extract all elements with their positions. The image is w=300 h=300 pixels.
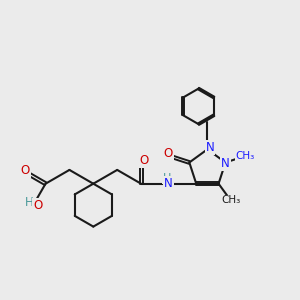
Text: H: H	[163, 173, 171, 183]
Text: CH₃: CH₃	[236, 151, 255, 161]
Text: N: N	[164, 177, 173, 190]
Text: H: H	[25, 196, 34, 209]
Text: CH₃: CH₃	[221, 195, 240, 206]
Text: O: O	[164, 147, 173, 160]
Text: N: N	[221, 158, 230, 170]
Text: O: O	[33, 199, 42, 212]
Text: O: O	[21, 164, 30, 177]
Text: O: O	[140, 154, 149, 167]
Text: N: N	[206, 141, 214, 154]
